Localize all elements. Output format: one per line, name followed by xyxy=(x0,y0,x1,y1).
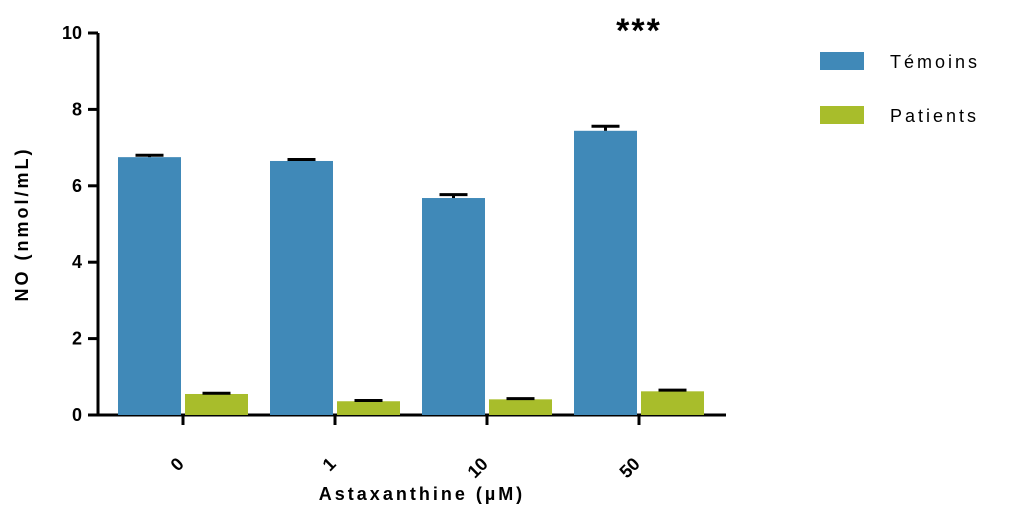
y-tick-label: 4 xyxy=(72,252,82,272)
bar-patients-1 xyxy=(337,401,400,415)
annotations: *** xyxy=(616,12,662,50)
bars xyxy=(118,124,704,416)
y-tick-label: 8 xyxy=(72,99,82,119)
x-axis-ticks: 0 1 10 50 xyxy=(167,415,644,482)
y-axis-ticks: 0 2 4 6 8 10 xyxy=(62,23,98,425)
legend-swatch-temoins xyxy=(820,52,864,70)
bar-temoins-10 xyxy=(422,198,485,415)
x-axis-label: Astaxanthine (µM) xyxy=(319,484,525,504)
bar-temoins-50 xyxy=(574,130,637,416)
y-tick-label: 0 xyxy=(72,405,82,425)
y-tick-label: 6 xyxy=(72,176,82,196)
y-tick-label: 2 xyxy=(72,329,82,349)
legend-swatch-patients xyxy=(820,106,864,124)
legend-label-patients: Patients xyxy=(890,106,979,126)
x-tick-label: 10 xyxy=(464,454,492,482)
bar-patients-0 xyxy=(185,393,248,415)
bar-patients-50 xyxy=(641,391,704,415)
bar-patients-10 xyxy=(489,399,552,415)
x-tick-label: 0 xyxy=(167,454,188,475)
y-tick-label: 10 xyxy=(62,23,82,43)
legend-label-temoins: Témoins xyxy=(890,52,980,72)
y-axis-label: NO (nmol/mL) xyxy=(12,147,32,302)
significance-annotation: *** xyxy=(616,12,662,50)
bar-temoins-1 xyxy=(270,160,333,415)
x-tick-label: 1 xyxy=(319,454,340,475)
legend: Témoins Patients xyxy=(820,52,980,126)
bar-temoins-0 xyxy=(118,157,181,415)
x-tick-label: 50 xyxy=(616,454,644,482)
